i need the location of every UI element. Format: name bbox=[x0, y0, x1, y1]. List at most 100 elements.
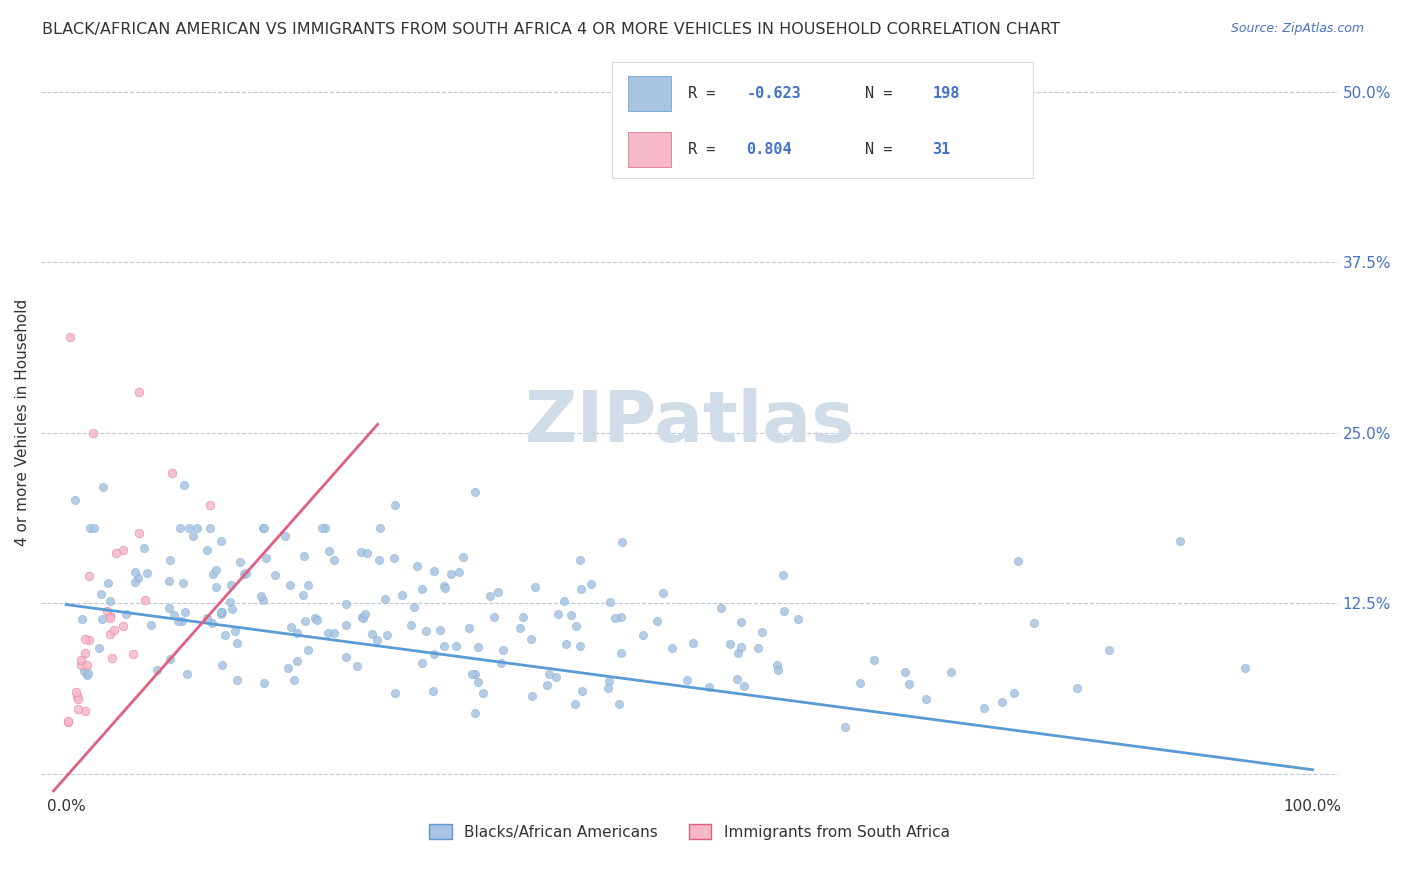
Point bbox=[214, 628, 236, 642]
Point bbox=[76, 658, 98, 673]
Point bbox=[304, 611, 326, 625]
Point bbox=[316, 625, 339, 640]
Point bbox=[682, 636, 704, 650]
Point bbox=[250, 589, 273, 603]
Point bbox=[433, 581, 456, 595]
Point bbox=[89, 640, 111, 655]
Point bbox=[547, 607, 569, 621]
Point bbox=[75, 704, 97, 718]
Point bbox=[520, 632, 543, 647]
Point bbox=[484, 610, 506, 624]
Point bbox=[98, 608, 121, 623]
Point bbox=[1234, 661, 1257, 675]
Point bbox=[221, 601, 243, 615]
Point bbox=[105, 546, 128, 560]
Point bbox=[146, 663, 169, 677]
Point bbox=[433, 639, 456, 653]
Point bbox=[415, 624, 437, 638]
Point bbox=[898, 677, 921, 691]
Point bbox=[91, 480, 114, 494]
Point bbox=[229, 555, 252, 569]
Point bbox=[314, 521, 336, 535]
Point bbox=[335, 597, 357, 611]
Point bbox=[352, 611, 374, 625]
Point bbox=[509, 621, 531, 635]
Point bbox=[70, 658, 93, 673]
Point bbox=[451, 549, 474, 564]
Text: Source: ZipAtlas.com: Source: ZipAtlas.com bbox=[1230, 22, 1364, 36]
Point bbox=[219, 578, 242, 592]
Point bbox=[697, 680, 720, 694]
Point bbox=[195, 542, 218, 557]
Point bbox=[652, 585, 675, 599]
Point bbox=[676, 673, 699, 687]
Point bbox=[163, 608, 186, 623]
Point bbox=[423, 648, 446, 662]
Point bbox=[90, 587, 112, 601]
Point bbox=[433, 579, 456, 593]
Point bbox=[235, 566, 257, 580]
Point bbox=[607, 697, 630, 711]
Point bbox=[463, 706, 485, 720]
Point bbox=[489, 657, 512, 671]
Point bbox=[209, 605, 232, 619]
Point bbox=[79, 521, 101, 535]
Point bbox=[467, 674, 489, 689]
Point bbox=[181, 529, 204, 543]
Point bbox=[111, 543, 134, 558]
Point bbox=[76, 668, 98, 682]
Point bbox=[848, 676, 870, 690]
Point bbox=[446, 639, 468, 653]
Point bbox=[492, 643, 515, 657]
Point bbox=[391, 588, 413, 602]
Point bbox=[285, 626, 308, 640]
Point bbox=[294, 614, 316, 628]
Point bbox=[524, 580, 547, 594]
Point bbox=[159, 553, 181, 567]
Point bbox=[406, 559, 429, 574]
Point bbox=[609, 609, 631, 624]
Point bbox=[103, 623, 125, 637]
Point bbox=[596, 681, 619, 695]
Point bbox=[479, 589, 502, 603]
Point bbox=[361, 626, 384, 640]
Point bbox=[915, 692, 938, 706]
Point bbox=[132, 541, 155, 555]
Point bbox=[631, 628, 654, 642]
Point bbox=[546, 670, 568, 684]
Text: BLACK/AFRICAN AMERICAN VS IMMIGRANTS FROM SOUTH AFRICA 4 OR MORE VEHICLES IN HOU: BLACK/AFRICAN AMERICAN VS IMMIGRANTS FRO… bbox=[42, 22, 1060, 37]
Point bbox=[747, 641, 769, 656]
Point bbox=[990, 695, 1012, 709]
Bar bbox=[628, 77, 671, 112]
Point bbox=[297, 578, 319, 592]
Point bbox=[226, 636, 249, 650]
Point bbox=[292, 588, 315, 602]
Point bbox=[599, 595, 621, 609]
Point bbox=[522, 689, 544, 703]
Point bbox=[167, 614, 190, 628]
Point bbox=[252, 592, 274, 607]
Point bbox=[457, 621, 479, 635]
Point bbox=[254, 551, 277, 566]
Point bbox=[1098, 642, 1121, 657]
Point bbox=[98, 627, 121, 641]
Point bbox=[786, 612, 808, 626]
Point bbox=[350, 610, 373, 624]
Point bbox=[253, 521, 276, 535]
Point bbox=[323, 626, 346, 640]
Point bbox=[198, 498, 221, 512]
Point bbox=[553, 594, 575, 608]
Point bbox=[375, 627, 398, 641]
Point bbox=[177, 521, 200, 535]
Point bbox=[772, 604, 794, 618]
Point bbox=[170, 614, 193, 628]
Point bbox=[571, 684, 593, 698]
Point bbox=[202, 567, 225, 582]
Point bbox=[555, 637, 578, 651]
Point bbox=[124, 575, 146, 590]
Point bbox=[399, 618, 422, 632]
Point bbox=[124, 566, 146, 580]
Point bbox=[422, 683, 444, 698]
Point bbox=[82, 425, 104, 440]
Point bbox=[201, 616, 224, 631]
